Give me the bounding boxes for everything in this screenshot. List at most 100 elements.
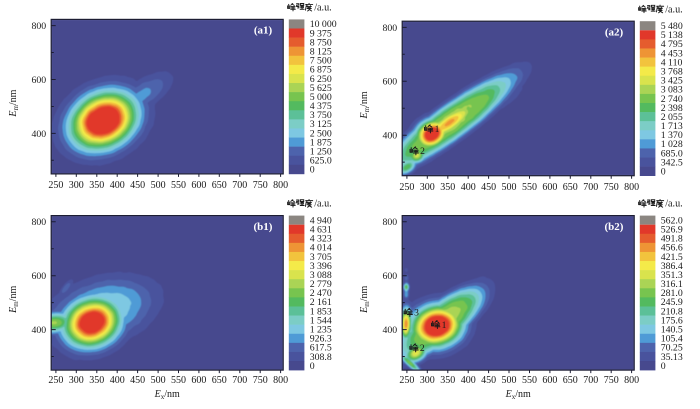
svg-text:(a1): (a1) [254, 25, 273, 37]
svg-text:1 235: 1 235 [310, 325, 332, 336]
svg-text:3 088: 3 088 [310, 270, 332, 281]
svg-text:421.5: 421.5 [661, 252, 683, 263]
svg-text:(b1): (b1) [254, 221, 273, 233]
svg-text:450: 450 [481, 375, 496, 386]
svg-text:1: 1 [435, 124, 440, 135]
svg-text:(b2): (b2) [605, 221, 624, 233]
svg-text:5 480: 5 480 [661, 21, 683, 32]
svg-text:Em/nm: Em/nm [8, 286, 20, 314]
svg-text:1 713: 1 713 [661, 121, 683, 132]
svg-text:600: 600 [382, 77, 397, 88]
svg-text:526.9: 526.9 [661, 225, 683, 236]
svg-text:800: 800 [31, 21, 46, 32]
svg-text:1 853: 1 853 [310, 306, 332, 317]
svg-text:2 779: 2 779 [310, 279, 332, 290]
svg-text:300: 300 [69, 375, 84, 386]
svg-text:3 083: 3 083 [661, 85, 683, 96]
svg-text:800: 800 [273, 375, 288, 386]
svg-text:350: 350 [440, 375, 455, 386]
svg-text:/a.u.: /a.u. [314, 3, 332, 14]
svg-text:(a2): (a2) [605, 26, 624, 38]
svg-text:1 028: 1 028 [661, 139, 683, 150]
svg-text:6 250: 6 250 [310, 74, 332, 85]
svg-text:400: 400 [110, 180, 125, 191]
svg-text:600: 600 [191, 180, 206, 191]
svg-text:8 750: 8 750 [310, 37, 332, 48]
svg-text:5 625: 5 625 [310, 83, 332, 94]
svg-text:245.9: 245.9 [661, 297, 683, 308]
svg-text:/a.u.: /a.u. [314, 199, 332, 210]
svg-text:386.4: 386.4 [661, 261, 683, 272]
svg-text:3: 3 [414, 308, 419, 319]
svg-text:650: 650 [212, 180, 227, 191]
svg-text:5 000: 5 000 [310, 92, 332, 103]
svg-text:750: 750 [604, 182, 619, 193]
svg-text:2: 2 [420, 343, 425, 354]
svg-text:6 875: 6 875 [310, 65, 332, 76]
svg-text:600: 600 [191, 375, 206, 386]
svg-text:400: 400 [31, 129, 46, 140]
svg-text:700: 700 [232, 180, 247, 191]
svg-text:Em/nm: Em/nm [359, 286, 371, 314]
svg-text:500: 500 [151, 180, 166, 191]
svg-text:550: 550 [522, 182, 537, 193]
svg-text:/a.u.: /a.u. [665, 199, 683, 210]
svg-text:4 631: 4 631 [310, 225, 332, 236]
svg-text:35.13: 35.13 [661, 352, 683, 363]
svg-text:4 453: 4 453 [661, 48, 683, 59]
svg-text:1 544: 1 544 [310, 315, 332, 326]
svg-text:4 110: 4 110 [661, 57, 683, 68]
svg-text:600: 600 [31, 75, 46, 86]
svg-text:400: 400 [461, 182, 476, 193]
svg-text:Ex/nm: Ex/nm [154, 389, 180, 401]
svg-text:3 125: 3 125 [310, 119, 332, 130]
svg-text:600: 600 [382, 271, 397, 282]
svg-text:Ex/nm: Ex/nm [505, 389, 531, 401]
svg-text:3 705: 3 705 [310, 252, 332, 263]
svg-text:2 055: 2 055 [661, 112, 683, 123]
svg-text:750: 750 [604, 375, 619, 386]
svg-text:3 768: 3 768 [661, 67, 683, 78]
svg-text:2 470: 2 470 [310, 288, 332, 299]
svg-text:600: 600 [31, 271, 46, 282]
svg-text:2 740: 2 740 [661, 94, 683, 105]
svg-text:0: 0 [310, 165, 315, 176]
svg-text:4 795: 4 795 [661, 39, 683, 50]
svg-text:0: 0 [310, 361, 315, 372]
svg-text:800: 800 [382, 23, 397, 34]
svg-text:3 425: 3 425 [661, 76, 683, 87]
svg-text:562.0: 562.0 [661, 215, 683, 226]
svg-text:617.5: 617.5 [310, 343, 332, 354]
svg-text:491.8: 491.8 [661, 234, 683, 245]
svg-text:800: 800 [624, 182, 639, 193]
svg-text:316.1: 316.1 [661, 279, 683, 290]
svg-text:70.25: 70.25 [661, 343, 683, 354]
svg-text:450: 450 [130, 180, 145, 191]
svg-text:650: 650 [563, 182, 578, 193]
svg-text:600: 600 [542, 375, 557, 386]
svg-text:0: 0 [661, 361, 666, 372]
svg-text:Em/nm: Em/nm [359, 91, 371, 119]
svg-text:450: 450 [481, 182, 496, 193]
svg-text:600: 600 [542, 182, 557, 193]
svg-text:800: 800 [382, 217, 397, 228]
svg-text:400: 400 [382, 131, 397, 142]
svg-text:250: 250 [399, 182, 414, 193]
svg-text:4 940: 4 940 [310, 215, 332, 226]
svg-text:210.8: 210.8 [661, 306, 683, 317]
svg-text:456.6: 456.6 [661, 243, 683, 254]
svg-text:2 161: 2 161 [310, 297, 332, 308]
svg-text:175.6: 175.6 [661, 315, 683, 326]
svg-text:7 500: 7 500 [310, 56, 332, 67]
svg-text:308.8: 308.8 [310, 352, 332, 363]
svg-text:281.0: 281.0 [661, 288, 683, 299]
svg-text:400: 400 [31, 325, 46, 336]
svg-text:450: 450 [130, 375, 145, 386]
svg-text:4 014: 4 014 [310, 243, 332, 254]
svg-text:140.5: 140.5 [661, 325, 683, 336]
svg-text:750: 750 [253, 180, 268, 191]
svg-text:3 750: 3 750 [310, 110, 332, 121]
svg-text:700: 700 [583, 375, 598, 386]
svg-text:550: 550 [171, 180, 186, 191]
svg-text:5 138: 5 138 [661, 30, 683, 41]
